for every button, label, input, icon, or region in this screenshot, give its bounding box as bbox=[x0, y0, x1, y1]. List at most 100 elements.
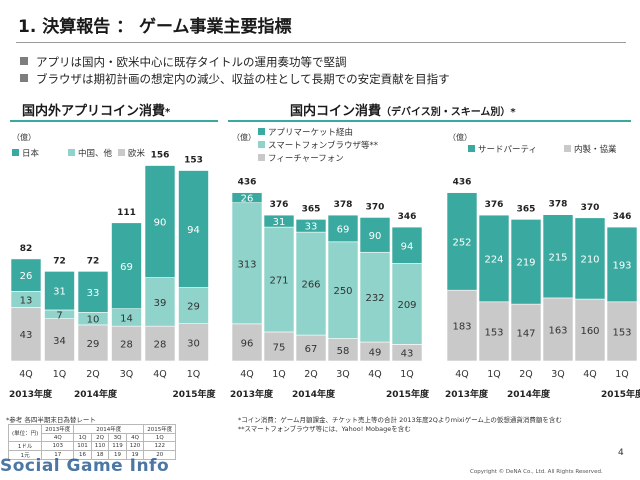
legend-swatch bbox=[68, 149, 75, 156]
chart-unit-label: （億） bbox=[12, 132, 36, 142]
bar-value-label: 43 bbox=[401, 349, 414, 360]
legend-swatch bbox=[258, 154, 265, 161]
x-tick-label: 3Q bbox=[336, 369, 350, 380]
bar-segment bbox=[574, 217, 606, 300]
fiscal-year-label: 2013年度 bbox=[230, 388, 274, 400]
rate-table-cell: 110 bbox=[90, 441, 110, 451]
bar-total-label: 111 bbox=[117, 208, 136, 218]
fiscal-year-label: 2015年度 bbox=[386, 388, 430, 400]
x-tick-label: 1Q bbox=[615, 369, 629, 380]
bar-value-label: 90 bbox=[154, 218, 167, 229]
bar-value-label: 250 bbox=[333, 286, 352, 297]
title-divider bbox=[16, 42, 626, 43]
bar-segment bbox=[446, 289, 478, 362]
fiscal-year-label: 2014年度 bbox=[74, 388, 118, 400]
section-title-domestic-text: 国内コイン消費 bbox=[290, 104, 382, 119]
bar-value-label: 10 bbox=[87, 315, 100, 326]
bar-value-label: 232 bbox=[365, 293, 384, 304]
bar-segment bbox=[178, 323, 209, 362]
chart-unit-label: （億） bbox=[448, 132, 472, 142]
bar-value-label: 39 bbox=[154, 298, 167, 309]
bar-value-label: 313 bbox=[237, 259, 256, 270]
section-title-app-coin-mark: * bbox=[165, 107, 171, 118]
bar-segment bbox=[77, 271, 109, 313]
bar-value-label: 96 bbox=[241, 338, 254, 349]
x-tick-label: 3Q bbox=[551, 369, 565, 380]
legend-label: スマートフォンブラウザ等** bbox=[268, 140, 378, 151]
bar-segment bbox=[295, 334, 327, 362]
bar-value-label: 224 bbox=[484, 254, 503, 265]
slide-title: 1. 決算報告 ： ゲーム事業主要指標 bbox=[18, 17, 292, 37]
bar-value-label: 33 bbox=[305, 222, 318, 233]
rate-note: *参考 各四半期末日為替レート bbox=[6, 416, 96, 424]
legend-swatch bbox=[468, 145, 475, 152]
x-tick-label: 1Q bbox=[272, 369, 286, 380]
bar-segment bbox=[263, 214, 295, 228]
bar-value-label: 49 bbox=[369, 348, 382, 359]
bar-value-label: 209 bbox=[397, 300, 416, 311]
bar-segment bbox=[478, 214, 510, 303]
bar-value-label: 160 bbox=[580, 326, 599, 337]
legend-label: アプリマーケット経由 bbox=[268, 127, 353, 138]
bar-segment bbox=[327, 214, 359, 243]
rate-table-quarter: 3Q bbox=[108, 433, 127, 442]
bar-value-label: 94 bbox=[401, 241, 414, 252]
bar-segment bbox=[178, 287, 209, 324]
square-bullet-icon bbox=[20, 57, 28, 65]
x-tick-label: 4Q bbox=[455, 369, 469, 380]
bar-value-label: 90 bbox=[369, 231, 382, 242]
bar-value-label: 94 bbox=[187, 225, 200, 236]
rate-table-year-row: (単位：円) 2013年度 2014年度 2015年度 bbox=[7, 424, 177, 442]
bar-value-label: 34 bbox=[53, 336, 66, 347]
coin-footnote: *コイン消費：ゲーム月額課金、チケット売上等の合計 2013年度2Qよりmixi… bbox=[238, 416, 562, 424]
bar-segment bbox=[542, 297, 574, 362]
bar-total-label: 72 bbox=[53, 256, 66, 266]
x-tick-label: 1Q bbox=[487, 369, 501, 380]
bar-value-label: 7 bbox=[56, 310, 62, 321]
bar-value-label: 28 bbox=[120, 340, 133, 351]
legend-label: フィーチャーフォン bbox=[268, 154, 344, 164]
copyright-text: Copyright © DeNA Co., Ltd. All Rights Re… bbox=[470, 469, 603, 475]
bar-total-label: 378 bbox=[549, 200, 568, 210]
browser-footnote: **スマートフォンブラウザ等には、Yahoo! Mobageを含む bbox=[238, 425, 411, 433]
legend-label: 欧米 bbox=[128, 148, 146, 159]
bullet-browser: ブラウザは期初計画の想定内の減少、収益の柱として長期での安定貢献を目指す bbox=[20, 71, 450, 87]
rate-table-cell: 101 bbox=[73, 441, 92, 451]
bar-value-label: 153 bbox=[612, 327, 631, 338]
bar-value-label: 26 bbox=[20, 271, 33, 282]
section-title-domestic-mark: * bbox=[510, 107, 516, 118]
exchange-rate-table: (単位：円) 2013年度 2014年度 2015年度 4Q 1Q 2Q 3Q … bbox=[7, 424, 177, 460]
bullet-app: アプリは国内・欧米中心に既存タイトルの運用奏功等で堅調 bbox=[20, 54, 347, 70]
fiscal-year-label: 2015年度 bbox=[173, 388, 217, 400]
fiscal-year-label: 2015年度 bbox=[601, 388, 640, 400]
bar-segment bbox=[327, 241, 359, 339]
bar-value-label: 13 bbox=[20, 295, 33, 306]
rate-table-quarter: 2Q bbox=[90, 433, 110, 442]
bar-value-label: 266 bbox=[301, 280, 320, 291]
bar-total-label: 156 bbox=[151, 151, 170, 161]
bar-segment bbox=[478, 301, 510, 362]
rate-table-year-2015: 2015年度 bbox=[143, 424, 177, 434]
bar-segment bbox=[574, 298, 606, 362]
legend-swatch bbox=[258, 128, 265, 135]
rate-table-quarter: 4Q bbox=[125, 433, 145, 442]
bar-segment bbox=[510, 219, 542, 305]
rate-table-year-2013: 2013年度 bbox=[41, 424, 75, 434]
bar-value-label: 58 bbox=[337, 346, 350, 357]
bar-total-label: 436 bbox=[238, 178, 257, 188]
bar-total-label: 346 bbox=[398, 212, 417, 222]
x-tick-label: 1Q bbox=[187, 369, 201, 380]
bar-segment bbox=[144, 165, 176, 278]
bar-value-label: 31 bbox=[273, 217, 286, 228]
bar-value-label: 163 bbox=[548, 325, 567, 336]
bar-total-label: 376 bbox=[485, 200, 504, 210]
bar-value-label: 219 bbox=[516, 258, 535, 269]
rate-table-label: 1元 bbox=[7, 450, 43, 460]
bar-segment bbox=[144, 277, 176, 327]
bar-total-label: 370 bbox=[581, 203, 600, 213]
x-tick-label: 4Q bbox=[19, 369, 33, 380]
bar-segment bbox=[44, 271, 75, 311]
bar-segment bbox=[44, 318, 75, 362]
bar-segment bbox=[231, 192, 263, 204]
